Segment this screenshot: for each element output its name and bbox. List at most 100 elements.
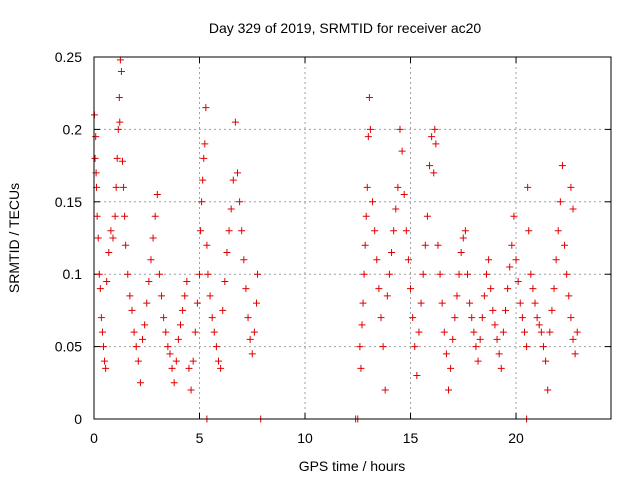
data-point xyxy=(221,277,229,285)
data-point xyxy=(480,292,488,300)
data-point xyxy=(199,176,207,184)
data-point xyxy=(508,241,516,249)
data-point xyxy=(121,212,129,220)
data-point xyxy=(118,157,126,165)
data-point xyxy=(499,328,507,336)
data-point xyxy=(497,364,505,372)
x-tick-label: 0 xyxy=(90,430,98,446)
data-point xyxy=(128,306,136,314)
data-point xyxy=(111,212,119,220)
data-point xyxy=(419,270,427,278)
data-point xyxy=(529,285,537,293)
data-points xyxy=(90,56,581,423)
data-point xyxy=(377,314,385,322)
data-point xyxy=(491,321,499,329)
grid-lines xyxy=(94,57,611,419)
data-point xyxy=(101,357,109,365)
data-point xyxy=(459,234,467,242)
data-point xyxy=(153,191,161,199)
data-point xyxy=(421,241,429,249)
x-tick-label: 10 xyxy=(297,430,313,446)
data-point xyxy=(246,335,254,343)
data-point xyxy=(423,212,431,220)
plot-frame xyxy=(93,56,612,420)
data-point xyxy=(204,270,212,278)
data-point xyxy=(447,364,455,372)
data-point xyxy=(198,198,206,206)
data-point xyxy=(358,321,366,329)
data-point xyxy=(373,256,381,264)
data-point xyxy=(223,248,231,256)
y-axis-label: SRMTID / TECUs xyxy=(6,183,22,293)
data-point xyxy=(525,227,533,235)
data-point xyxy=(112,183,120,191)
data-point xyxy=(242,285,250,293)
data-point xyxy=(105,248,113,256)
x-tick-label: 15 xyxy=(403,430,419,446)
data-point xyxy=(371,227,379,235)
y-tick-label: 0.2 xyxy=(63,121,83,137)
y-tick-label: 0.05 xyxy=(55,339,82,355)
data-point xyxy=(233,169,241,177)
data-point xyxy=(116,118,124,126)
data-point xyxy=(113,154,121,162)
data-point xyxy=(432,140,440,148)
data-point xyxy=(94,234,102,242)
data-point xyxy=(449,335,457,343)
data-point xyxy=(183,277,191,285)
data-point xyxy=(356,343,364,351)
data-point xyxy=(542,357,550,365)
data-point xyxy=(518,314,526,322)
data-point xyxy=(147,256,155,264)
data-point xyxy=(400,191,408,199)
data-point xyxy=(107,227,115,235)
data-point xyxy=(539,343,547,351)
data-point xyxy=(166,350,174,358)
data-point xyxy=(139,335,147,343)
data-point xyxy=(398,147,406,155)
data-point xyxy=(512,256,520,264)
data-point xyxy=(404,256,412,264)
data-point xyxy=(201,140,209,148)
data-point xyxy=(375,285,383,293)
data-point xyxy=(561,241,569,249)
data-point xyxy=(219,306,227,314)
data-point xyxy=(126,292,134,300)
data-point xyxy=(573,328,581,336)
data-point xyxy=(485,256,493,264)
data-point xyxy=(531,299,539,307)
data-point xyxy=(390,227,398,235)
data-point xyxy=(431,125,439,133)
data-point xyxy=(168,364,176,372)
data-point xyxy=(252,299,260,307)
data-point xyxy=(181,292,189,300)
data-point xyxy=(381,386,389,394)
data-point xyxy=(524,183,532,191)
data-point xyxy=(533,314,541,322)
data-point xyxy=(109,234,117,242)
x-axis-label: GPS time / hours xyxy=(299,458,406,474)
data-point xyxy=(445,386,453,394)
data-point xyxy=(114,125,122,133)
data-point xyxy=(550,285,558,293)
data-point xyxy=(464,270,472,278)
data-point xyxy=(120,183,128,191)
data-point xyxy=(185,364,193,372)
data-point xyxy=(440,328,448,336)
data-point xyxy=(426,162,434,170)
data-point xyxy=(546,328,554,336)
data-point xyxy=(569,205,577,213)
data-point xyxy=(149,234,157,242)
data-point xyxy=(130,328,138,336)
data-point xyxy=(457,248,465,256)
data-point xyxy=(556,198,564,206)
data-point xyxy=(250,328,258,336)
data-point xyxy=(516,299,524,307)
data-point xyxy=(197,227,205,235)
data-point xyxy=(200,154,208,162)
data-point xyxy=(510,212,518,220)
data-point xyxy=(417,299,425,307)
data-point xyxy=(359,299,367,307)
data-point xyxy=(254,270,262,278)
data-point xyxy=(170,379,178,387)
